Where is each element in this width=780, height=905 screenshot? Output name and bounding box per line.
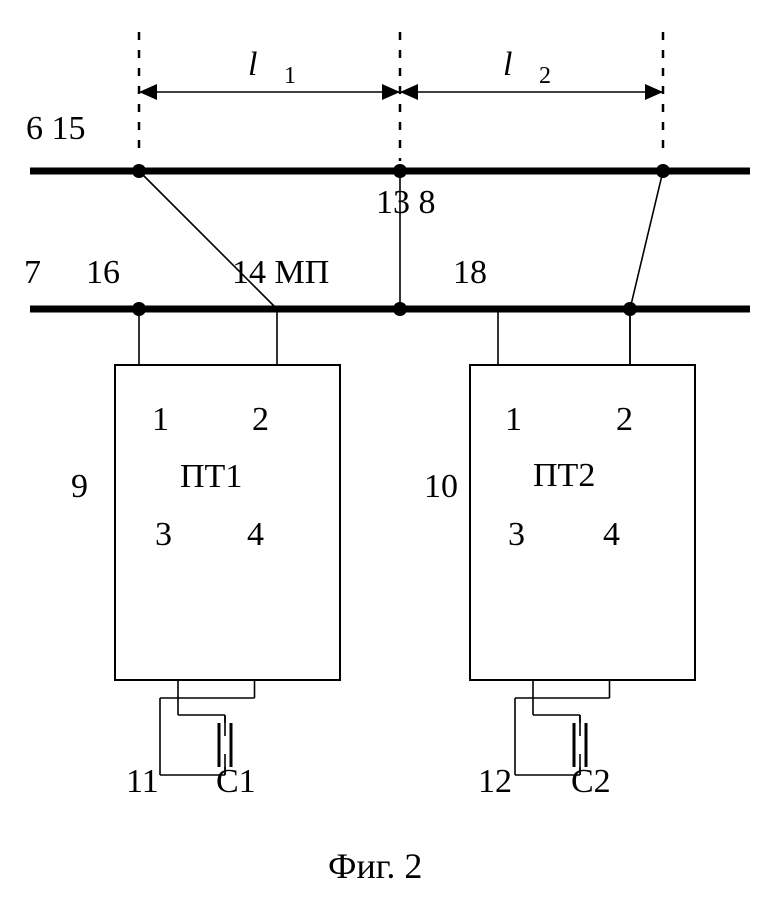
label-label11: 11	[126, 763, 159, 800]
diagram-shape	[400, 84, 418, 100]
label-pin2_1: 2	[252, 401, 269, 438]
label-pin1_1: 1	[152, 401, 169, 438]
label-label12: 12	[478, 763, 512, 800]
box-pt1	[115, 365, 340, 680]
label-midTop: 13 8	[376, 184, 436, 221]
dim-l2: l	[503, 46, 512, 83]
wire-8-diag	[630, 171, 663, 309]
box1-title: ПТ1	[180, 458, 242, 495]
label-botLeft1: 7	[24, 254, 41, 291]
dim-l1-sub: 1	[284, 63, 296, 89]
label-botLeft2: 16	[86, 254, 120, 291]
box-pt2	[470, 365, 695, 680]
label-pin4_1: 4	[247, 516, 264, 553]
label-pin3_1: 3	[155, 516, 172, 553]
diagram-shape	[382, 84, 400, 100]
label-pin1_2: 1	[505, 401, 522, 438]
label-midBot: 14 МП	[232, 254, 329, 291]
diagram-shape	[645, 84, 663, 100]
label-label9: 9	[71, 468, 88, 505]
label-pin2_2: 2	[616, 401, 633, 438]
label-pin4_2: 4	[603, 516, 620, 553]
label-label10: 10	[424, 468, 458, 505]
label-topLeft: 6 15	[26, 110, 86, 147]
dim-l2-sub: 2	[539, 63, 551, 89]
label-cap2Label: С2	[571, 763, 611, 800]
diagram-shape	[139, 84, 157, 100]
box2-title: ПТ2	[533, 457, 595, 494]
label-pin3_2: 3	[508, 516, 525, 553]
label-cap1Label: С1	[216, 763, 256, 800]
dim-l1: l	[248, 46, 257, 83]
figure-caption: Фиг. 2	[328, 846, 422, 886]
label-right18: 18	[453, 254, 487, 291]
